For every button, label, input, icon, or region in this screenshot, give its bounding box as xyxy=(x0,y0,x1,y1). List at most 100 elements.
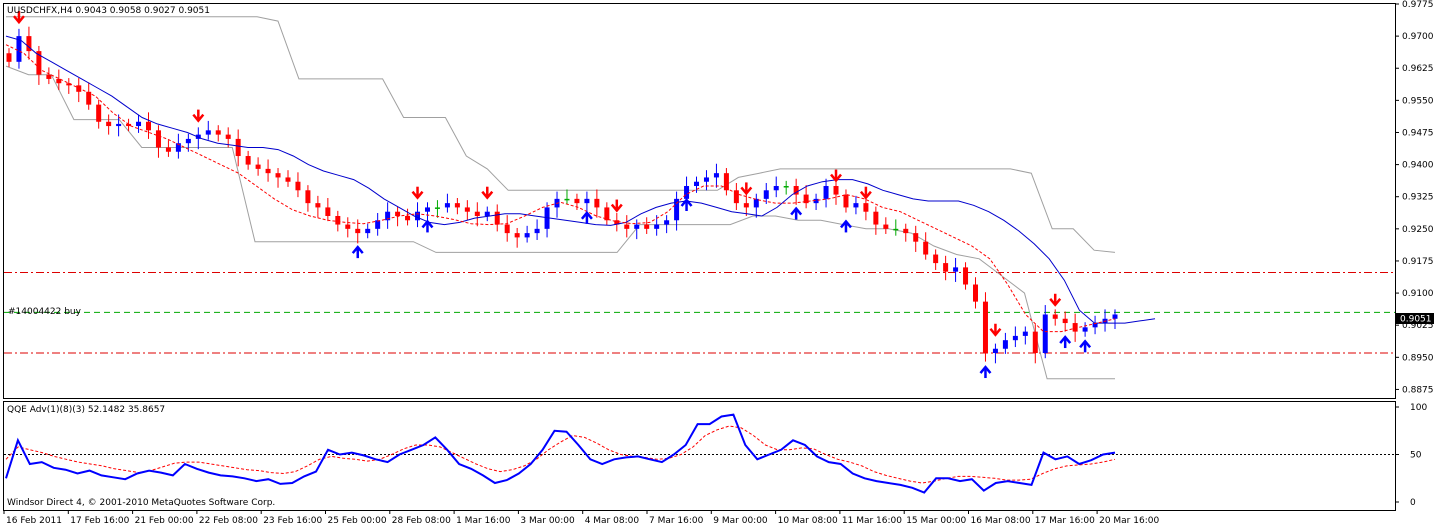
price-axis-label: 0.9025 xyxy=(1402,321,1434,331)
indicator-axis-label: 50 xyxy=(1410,451,1422,461)
sell-arrow-head xyxy=(192,113,205,123)
bear-candle xyxy=(36,51,42,75)
time-axis-label: 3 Mar 00:00 xyxy=(520,516,575,526)
bear-candle xyxy=(494,211,500,225)
bear-candle xyxy=(225,134,231,139)
bull-candle xyxy=(444,203,450,208)
time-axis-label: 4 Mar 08:00 xyxy=(585,516,640,526)
bear-candle xyxy=(96,104,102,122)
buy-arrow-head xyxy=(840,219,852,229)
bear-candle xyxy=(165,147,171,152)
bull-candle xyxy=(534,228,540,234)
bear-candle xyxy=(145,121,151,131)
bull-candle xyxy=(992,348,998,354)
bear-candle xyxy=(106,121,112,127)
bear-candle xyxy=(644,224,650,229)
price-axis-label: 0.8875 xyxy=(1402,385,1434,395)
buy-arrow-head xyxy=(1059,335,1072,344)
bull-candle xyxy=(1112,314,1118,319)
sell-arrow xyxy=(989,323,1002,337)
price-axis-label: 0.9100 xyxy=(1402,289,1434,299)
indicator-axis: 100 50 0 xyxy=(1395,403,1427,508)
bear-candle xyxy=(564,198,570,201)
bear-candle xyxy=(943,263,949,272)
sell-arrow-head xyxy=(13,15,25,25)
indicator-plot-frame xyxy=(3,401,1396,511)
price-axis-label: 0.9475 xyxy=(1402,128,1434,138)
bear-candle xyxy=(903,228,909,234)
bear-candle xyxy=(265,168,271,174)
sell-arrow xyxy=(1049,293,1062,307)
bull-candle xyxy=(634,224,640,229)
buy-arrow-head xyxy=(680,198,693,207)
sell-arrow-head xyxy=(610,203,623,213)
time-axis-label: 16 Feb 2011 xyxy=(6,516,62,526)
bear-candle xyxy=(474,211,480,216)
bear-candle xyxy=(46,74,52,79)
bear-candle xyxy=(614,220,620,225)
buy-arrow-head xyxy=(790,206,803,216)
bull-candle xyxy=(813,198,819,204)
bull-candle xyxy=(1092,323,1098,328)
bear-candle xyxy=(464,207,470,212)
bull-candle xyxy=(694,181,700,187)
indicator-axis-label: 100 xyxy=(1410,403,1427,413)
bear-candle xyxy=(514,233,520,238)
current-price-label: 0.9051 xyxy=(1400,315,1432,325)
time-axis-label: 1 Mar 16:00 xyxy=(456,516,511,526)
bull-candle xyxy=(1042,314,1048,354)
bear-candle xyxy=(963,267,969,285)
bear-candle xyxy=(6,53,12,62)
bull-candle xyxy=(703,177,709,182)
bear-candle xyxy=(235,138,241,157)
sell-arrow xyxy=(859,186,872,200)
sell-arrow-head xyxy=(411,190,424,200)
buy-arrow xyxy=(840,219,852,233)
buy-arrow-head xyxy=(351,245,364,254)
bear-candle xyxy=(405,215,411,221)
sell-arrow xyxy=(610,199,623,213)
bull-candle xyxy=(753,198,759,208)
order-label: #14004422 buy xyxy=(8,307,82,317)
buy-arrow-head xyxy=(979,365,992,374)
bull-candle xyxy=(584,198,590,204)
bull-candle xyxy=(953,267,959,272)
buy-arrow xyxy=(351,245,364,259)
time-axis-label: 10 Mar 08:00 xyxy=(778,516,838,526)
bear-candle xyxy=(155,130,161,148)
bear-candle xyxy=(215,130,221,135)
sell-arrow xyxy=(13,11,25,25)
sell-arrow-head xyxy=(1049,297,1062,307)
time-axis-label: 17 Feb 16:00 xyxy=(70,516,129,526)
bear-candle xyxy=(873,211,879,225)
bull-candle xyxy=(484,211,490,216)
channel-upper-line xyxy=(6,16,1116,253)
bull-candle xyxy=(1012,335,1018,341)
time-axis-label: 11 Mar 16:00 xyxy=(842,516,902,526)
time-axis: 16 Feb 2011 17 Feb 16:00 21 Feb 00:00 22 Fe… xyxy=(3,510,1159,526)
buy-arrow xyxy=(421,219,434,233)
qqe-signal-line xyxy=(5,425,1116,484)
sell-arrow-head xyxy=(859,190,872,200)
bear-candle xyxy=(26,36,32,52)
bear-candle xyxy=(783,186,789,188)
bear-candle xyxy=(126,123,132,127)
slow-ma-line xyxy=(5,35,1156,324)
bear-candle xyxy=(255,164,261,169)
bear-candle xyxy=(434,207,440,209)
bull-candle xyxy=(524,233,530,238)
bear-candle xyxy=(933,254,939,264)
bear-candle xyxy=(315,203,321,208)
bull-candle xyxy=(664,220,670,225)
bear-candle xyxy=(982,301,988,354)
bull-candle xyxy=(385,211,391,221)
price-axis-label: 0.9775 xyxy=(1402,0,1434,10)
bear-candle xyxy=(504,224,510,234)
bear-candle xyxy=(793,186,799,195)
bear-candle xyxy=(345,224,351,229)
time-axis-label: 16 Mar 08:00 xyxy=(971,516,1031,526)
bear-candle xyxy=(723,173,729,191)
fast-ma-line xyxy=(5,44,1116,333)
buy-arrow xyxy=(790,206,803,220)
